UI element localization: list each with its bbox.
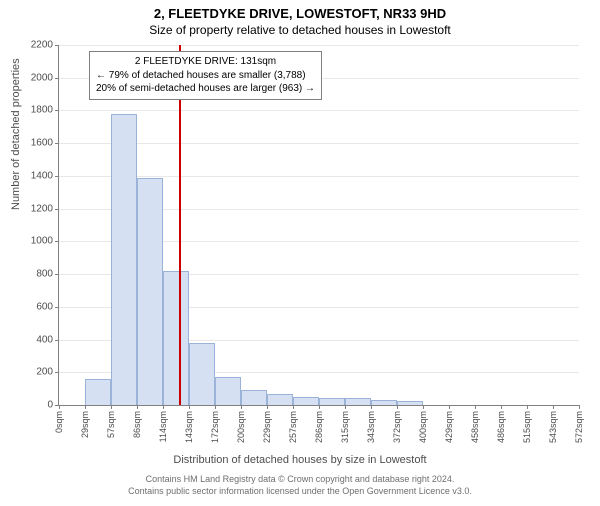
histogram-bar (111, 114, 137, 405)
ytick-label: 1800 (31, 105, 59, 116)
gridline (59, 110, 579, 111)
xtick-mark (241, 405, 242, 409)
xtick-label: 315sqm (340, 411, 350, 443)
xtick-mark (345, 405, 346, 409)
histogram-bar (267, 394, 293, 405)
annotation-box: 2 FLEETDYKE DRIVE: 131sqm← 79% of detach… (89, 51, 322, 100)
histogram-chart: 0200400600800100012001400160018002000220… (58, 45, 579, 406)
histogram-bar (319, 398, 345, 405)
histogram-bar (85, 379, 111, 405)
histogram-bar (241, 390, 267, 405)
gridline (59, 143, 579, 144)
ytick-label: 2200 (31, 40, 59, 51)
footer-line-2: Contains public sector information licen… (0, 486, 600, 498)
y-axis-label: Number of detached properties (10, 58, 22, 210)
histogram-bar (345, 398, 371, 405)
xtick-label: 372sqm (392, 411, 402, 443)
footer-line-1: Contains HM Land Registry data © Crown c… (0, 474, 600, 486)
ytick-label: 400 (36, 334, 59, 345)
histogram-bar (189, 343, 215, 405)
xtick-mark (371, 405, 372, 409)
xtick-mark (189, 405, 190, 409)
xtick-label: 143sqm (184, 411, 194, 443)
xtick-label: 229sqm (262, 411, 272, 443)
xtick-mark (527, 405, 528, 409)
xtick-mark (319, 405, 320, 409)
title-main: 2, FLEETDYKE DRIVE, LOWESTOFT, NR33 9HD (0, 6, 600, 21)
xtick-label: 486sqm (496, 411, 506, 443)
xtick-label: 29sqm (80, 411, 90, 438)
ytick-label: 2000 (31, 72, 59, 83)
ytick-label: 600 (36, 301, 59, 312)
gridline (59, 45, 579, 46)
xtick-mark (579, 405, 580, 409)
ytick-label: 0 (47, 400, 59, 411)
xtick-label: 57sqm (106, 411, 116, 438)
xtick-mark (449, 405, 450, 409)
xtick-mark (501, 405, 502, 409)
ytick-label: 800 (36, 269, 59, 280)
xtick-label: 572sqm (574, 411, 584, 443)
xtick-mark (137, 405, 138, 409)
histogram-bar (137, 178, 163, 405)
xtick-label: 286sqm (314, 411, 324, 443)
annotation-line: 20% of semi-detached houses are larger (… (96, 82, 315, 96)
xtick-mark (475, 405, 476, 409)
xtick-mark (267, 405, 268, 409)
histogram-bar (371, 400, 397, 405)
xtick-mark (215, 405, 216, 409)
xtick-label: 458sqm (470, 411, 480, 443)
xtick-mark (423, 405, 424, 409)
ytick-label: 1200 (31, 203, 59, 214)
xtick-label: 543sqm (548, 411, 558, 443)
ytick-label: 1600 (31, 138, 59, 149)
xtick-label: 429sqm (444, 411, 454, 443)
xtick-mark (111, 405, 112, 409)
xtick-mark (397, 405, 398, 409)
xtick-label: 515sqm (522, 411, 532, 443)
xtick-label: 86sqm (132, 411, 142, 438)
histogram-bar (215, 377, 241, 405)
annotation-line: 2 FLEETDYKE DRIVE: 131sqm (96, 55, 315, 69)
xtick-mark (163, 405, 164, 409)
ytick-label: 200 (36, 367, 59, 378)
ytick-label: 1000 (31, 236, 59, 247)
histogram-bar (293, 397, 319, 405)
footer-attribution: Contains HM Land Registry data © Crown c… (0, 474, 600, 497)
xtick-label: 400sqm (418, 411, 428, 443)
x-axis-label: Distribution of detached houses by size … (0, 454, 600, 466)
xtick-label: 0sqm (54, 411, 64, 433)
histogram-bar (163, 271, 189, 405)
xtick-label: 172sqm (210, 411, 220, 443)
title-sub: Size of property relative to detached ho… (0, 23, 600, 37)
annotation-line: ← 79% of detached houses are smaller (3,… (96, 69, 315, 83)
xtick-label: 343sqm (366, 411, 376, 443)
xtick-mark (59, 405, 60, 409)
xtick-mark (85, 405, 86, 409)
xtick-label: 114sqm (158, 411, 168, 442)
xtick-label: 257sqm (288, 411, 298, 443)
ytick-label: 1400 (31, 170, 59, 181)
xtick-mark (553, 405, 554, 409)
xtick-mark (293, 405, 294, 409)
histogram-bar (397, 401, 423, 405)
xtick-label: 200sqm (236, 411, 246, 443)
